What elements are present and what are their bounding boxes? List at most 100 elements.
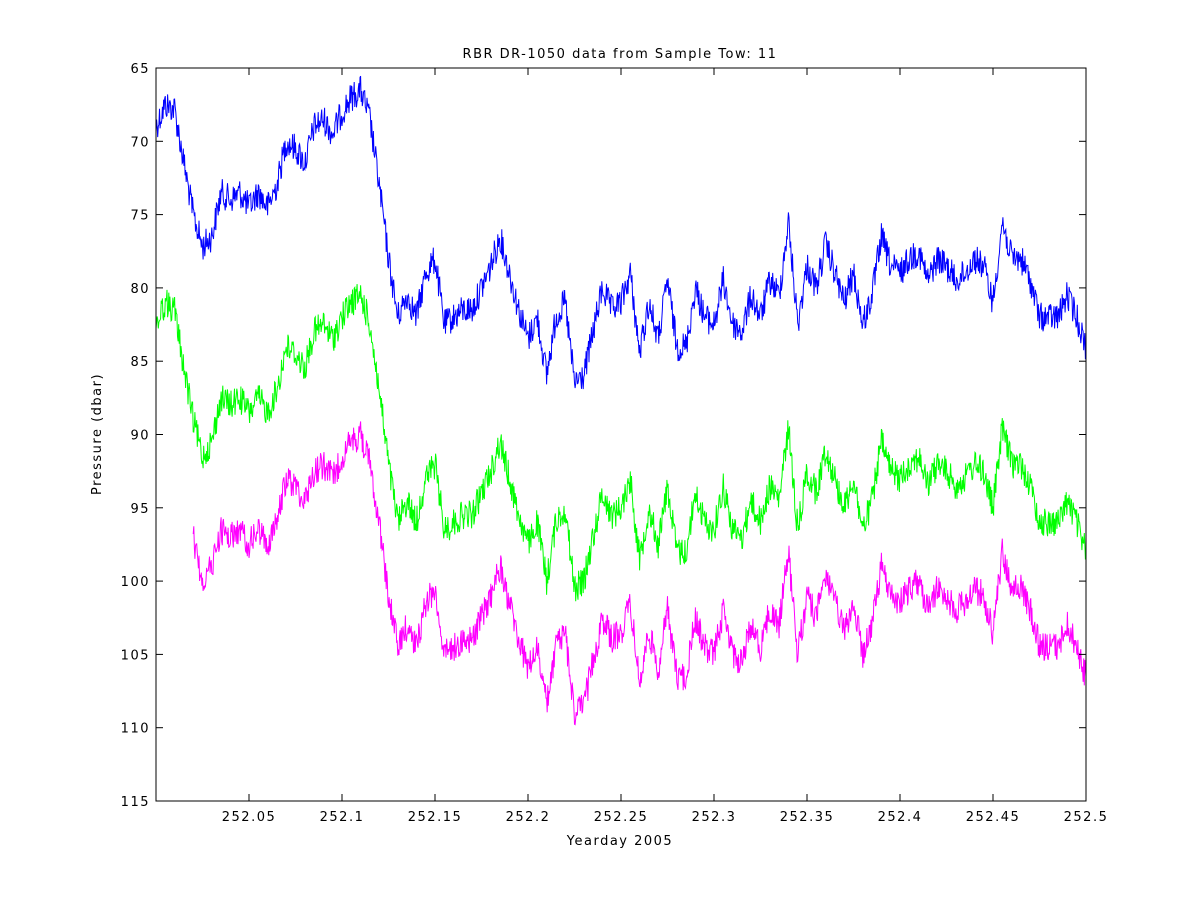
series-2-point [704,522,705,523]
series-2-point [676,551,677,552]
series-2-point [574,588,575,589]
y-tick-label: 115 [121,795,150,810]
series-1-point [704,317,705,318]
series-1-point [1076,317,1077,318]
series-2-point [890,471,891,472]
series-3-point [1058,647,1059,648]
series-1-point [574,383,575,384]
series-2-point [425,478,426,479]
series-3-point [621,632,622,633]
series-3-point [230,537,231,538]
series-2-point [639,559,640,560]
series-2-point [537,522,538,523]
series-3-point [258,529,259,530]
series-1-point [825,243,826,244]
series-1-point [611,309,612,310]
series-1-point [360,90,361,91]
series-2-point [760,522,761,523]
series-2-point [602,493,603,494]
series-1-point [481,287,482,288]
series-2-point [286,346,287,347]
series-1-point [993,302,994,303]
series-3-point [397,647,398,648]
series-2-point [1020,463,1021,464]
series-3-point [965,603,966,604]
series-3-point [193,537,194,538]
series-3-point [1020,588,1021,589]
x-tick-label: 252.05 [222,810,277,825]
series-3-point [714,654,715,655]
series-1-point [174,109,175,110]
series-3-point [667,610,668,611]
series-1-point [946,265,947,266]
series-2-point [174,309,175,310]
series-1-point [193,214,194,215]
series-1-point [881,236,882,237]
series-3-point [332,478,333,479]
series-1-point [239,192,240,193]
series-1-point [965,273,966,274]
series-2-point [714,529,715,530]
series-2-point [816,493,817,494]
series-2-point [667,485,668,486]
x-tick-label: 252.1 [320,810,365,825]
series-3-point [974,588,975,589]
series-2-point [407,500,408,501]
y-tick-label: 80 [130,282,150,297]
series-3-point [704,647,705,648]
series-1-point [593,331,594,332]
series-2-point [546,581,547,582]
series-2-point [881,441,882,442]
series-1-point [249,207,250,208]
series-1-point [379,185,380,186]
series-3-point [593,661,594,662]
y-tick-label: 85 [130,355,150,370]
series-1-point [900,273,901,274]
series-3-point [658,669,659,670]
series-3-point [797,654,798,655]
series-1-point [565,302,566,303]
series-3-point [732,654,733,655]
series-2-point [490,471,491,472]
series-2-point [342,317,343,318]
series-2-point [751,500,752,501]
series-1-point [927,280,928,281]
series-3-point [648,632,649,633]
series-3-point [379,522,380,523]
series-3-point [760,647,761,648]
series-3-point [1011,588,1012,589]
series-3-point [546,705,547,706]
series-2-point [741,537,742,538]
series-1-point [1030,280,1031,281]
x-tick-label: 252.15 [408,810,463,825]
series-3-point [927,610,928,611]
series-2-point [993,507,994,508]
series-2-point [500,441,501,442]
series-3-point [221,529,222,530]
series-1-point [500,236,501,237]
series-3-point [565,632,566,633]
series-3-point [388,595,389,596]
series-3-point [639,683,640,684]
series-1-point [332,134,333,135]
series-1-point [714,324,715,325]
series-2-point [183,368,184,369]
series-2-point [658,544,659,545]
series-2-point [388,463,389,464]
series-2-point [379,390,380,391]
series-2-point [351,302,352,303]
series-3-point [1048,647,1049,648]
series-2-point [518,515,519,516]
series-3-point [881,566,882,567]
series-1-point [955,280,956,281]
series-3-point [323,463,324,464]
x-tick-label: 252.35 [780,810,835,825]
series-1-point [537,317,538,318]
series-2-point [332,339,333,340]
series-3-point [509,603,510,604]
series-1-point [1039,317,1040,318]
series-3-point [425,603,426,604]
series-3-point [295,485,296,486]
series-3-point [779,625,780,626]
